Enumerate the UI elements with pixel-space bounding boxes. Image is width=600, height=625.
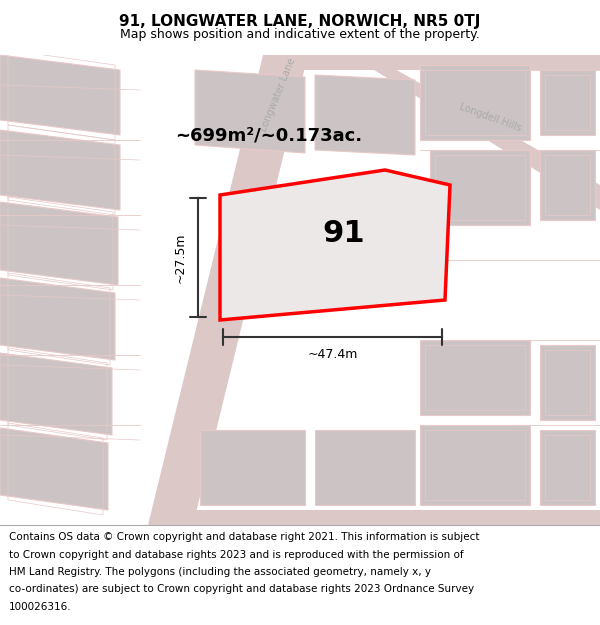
Polygon shape bbox=[420, 425, 530, 505]
Polygon shape bbox=[0, 202, 118, 285]
Polygon shape bbox=[540, 150, 595, 220]
Text: HM Land Registry. The polygons (including the associated geometry, namely x, y: HM Land Registry. The polygons (includin… bbox=[9, 567, 431, 577]
Text: 100026316.: 100026316. bbox=[9, 602, 71, 612]
Text: ~47.4m: ~47.4m bbox=[307, 349, 358, 361]
Polygon shape bbox=[315, 430, 415, 505]
Text: to Crown copyright and database rights 2023 and is reproduced with the permissio: to Crown copyright and database rights 2… bbox=[9, 549, 464, 559]
Polygon shape bbox=[540, 430, 595, 505]
Polygon shape bbox=[0, 353, 112, 435]
Polygon shape bbox=[420, 340, 530, 415]
Polygon shape bbox=[0, 55, 120, 135]
Text: co-ordinates) are subject to Crown copyright and database rights 2023 Ordnance S: co-ordinates) are subject to Crown copyr… bbox=[9, 584, 474, 594]
Text: Longdell Hills: Longdell Hills bbox=[458, 101, 523, 133]
Text: ~699m²/~0.173ac.: ~699m²/~0.173ac. bbox=[175, 126, 362, 144]
Text: Longwater Lane: Longwater Lane bbox=[229, 232, 268, 308]
Polygon shape bbox=[0, 428, 108, 510]
Polygon shape bbox=[540, 70, 595, 135]
Text: Map shows position and indicative extent of the property.: Map shows position and indicative extent… bbox=[120, 28, 480, 41]
Text: ~27.5m: ~27.5m bbox=[173, 232, 187, 282]
Text: 91: 91 bbox=[323, 219, 365, 249]
Polygon shape bbox=[420, 65, 530, 140]
Text: Longwater Lane: Longwater Lane bbox=[259, 57, 298, 133]
Polygon shape bbox=[430, 150, 530, 225]
Polygon shape bbox=[315, 75, 415, 155]
Polygon shape bbox=[148, 55, 308, 525]
Polygon shape bbox=[193, 510, 600, 525]
Polygon shape bbox=[540, 345, 595, 420]
Polygon shape bbox=[200, 430, 305, 505]
Polygon shape bbox=[195, 70, 305, 153]
Polygon shape bbox=[220, 170, 450, 320]
Polygon shape bbox=[263, 55, 600, 70]
Polygon shape bbox=[0, 130, 120, 210]
Text: Contains OS data © Crown copyright and database right 2021. This information is : Contains OS data © Crown copyright and d… bbox=[9, 532, 479, 542]
Polygon shape bbox=[350, 55, 600, 210]
Polygon shape bbox=[0, 278, 115, 360]
Text: 91, LONGWATER LANE, NORWICH, NR5 0TJ: 91, LONGWATER LANE, NORWICH, NR5 0TJ bbox=[119, 14, 481, 29]
